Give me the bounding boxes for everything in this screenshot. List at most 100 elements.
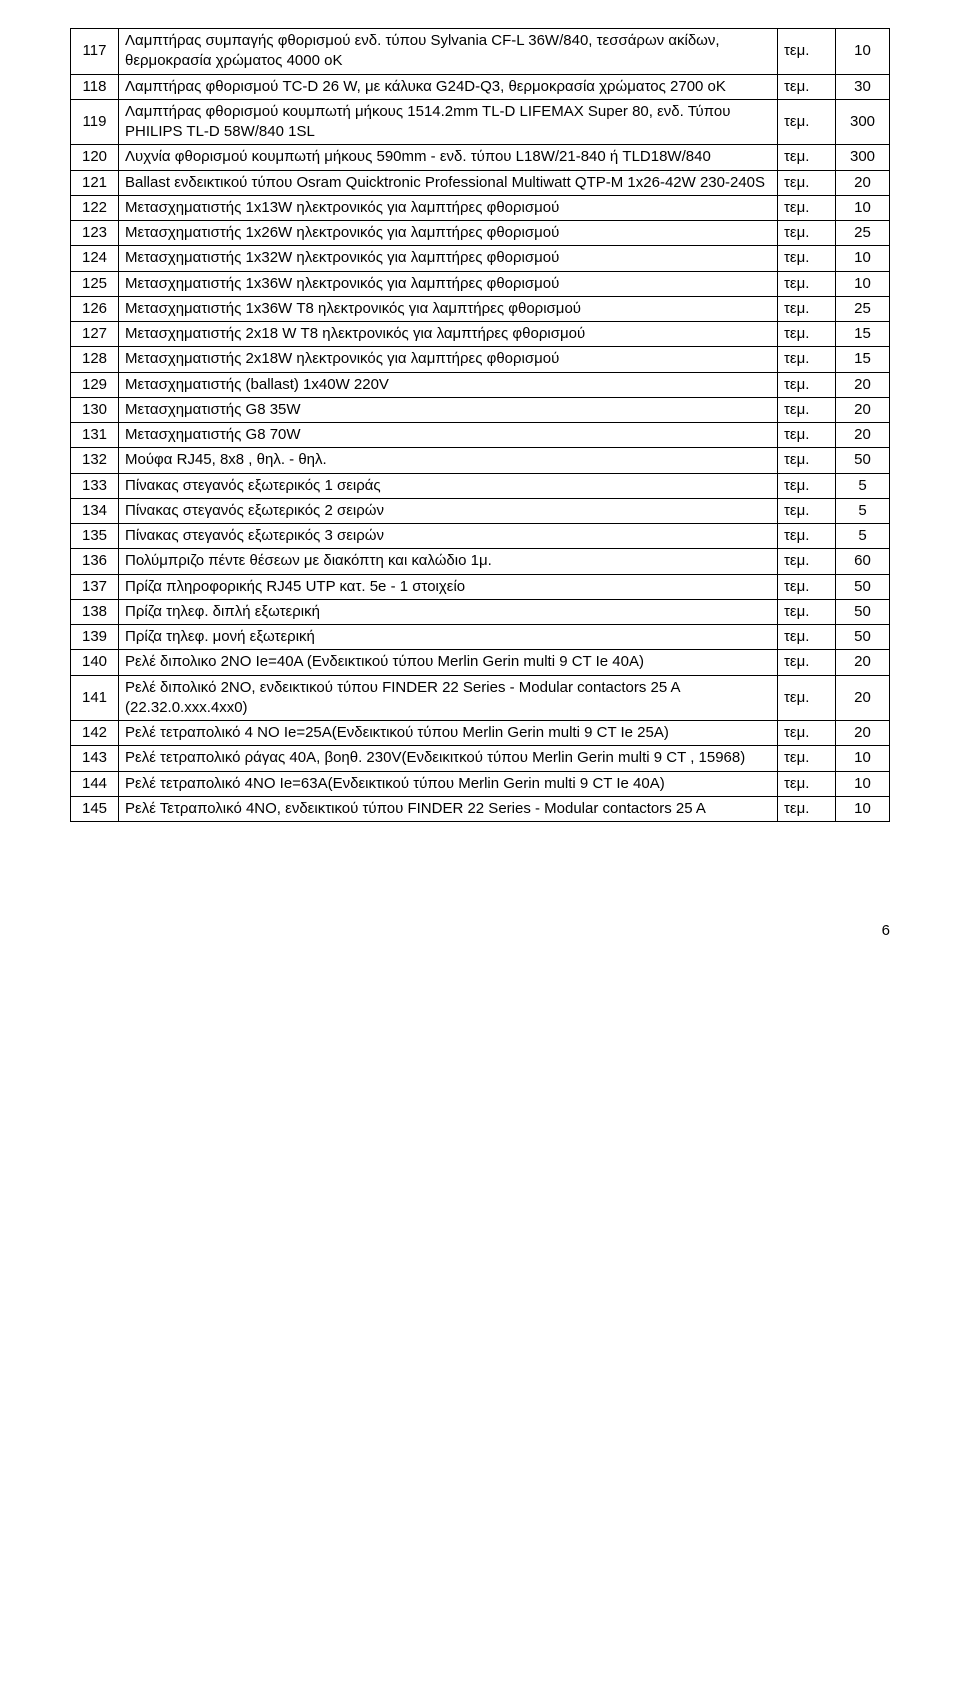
row-unit: τεμ. [778, 29, 836, 75]
row-number: 144 [71, 771, 119, 796]
row-description: Μετασχηματιστής G8 70W [119, 423, 778, 448]
row-qty: 20 [836, 372, 890, 397]
row-unit: τεμ. [778, 423, 836, 448]
table-row: 130Μετασχηματιστής G8 35Wτεμ.20 [71, 397, 890, 422]
row-number: 133 [71, 473, 119, 498]
row-description: Πολύμπριζο πέντε θέσεων με διακόπτη και … [119, 549, 778, 574]
row-unit: τεμ. [778, 771, 836, 796]
page-number: 6 [0, 882, 960, 969]
table-row: 125Μετασχηματιστής 1x36W ηλεκτρονικός γι… [71, 271, 890, 296]
table-row: 126Μετασχηματιστής 1x36W Τ8 ηλεκτρονικός… [71, 296, 890, 321]
row-number: 125 [71, 271, 119, 296]
row-number: 132 [71, 448, 119, 473]
row-description: Ρελέ τετραπολικό 4 NO Ie=25A(Ενδεικτικού… [119, 721, 778, 746]
row-qty: 20 [836, 397, 890, 422]
row-qty: 20 [836, 675, 890, 721]
row-qty: 50 [836, 574, 890, 599]
row-description: Πίνακας στεγανός εξωτερικός 2 σειρών [119, 498, 778, 523]
row-unit: τεμ. [778, 721, 836, 746]
row-unit: τεμ. [778, 524, 836, 549]
row-qty: 5 [836, 498, 890, 523]
row-description: Μετασχηματιστής 1x26W ηλεκτρονικός για λ… [119, 221, 778, 246]
table-row: 117Λαμπτήρας συμπαγής φθορισμού ενδ. τύπ… [71, 29, 890, 75]
row-description: Μετασχηματιστής 1x36W Τ8 ηλεκτρονικός γι… [119, 296, 778, 321]
row-description: Ballast ενδεικτικού τύπου Osram Quicktro… [119, 170, 778, 195]
row-qty: 50 [836, 448, 890, 473]
row-description: Πρίζα τηλεφ. μονή εξωτερική [119, 625, 778, 650]
table-row: 141Ρελέ διπολικό 2NO, ενδεικτικού τύπου … [71, 675, 890, 721]
row-description: Λυχνία φθορισμού κουμπωτή μήκους 590mm -… [119, 145, 778, 170]
row-unit: τεμ. [778, 498, 836, 523]
row-number: 141 [71, 675, 119, 721]
items-tbody: 117Λαμπτήρας συμπαγής φθορισμού ενδ. τύπ… [71, 29, 890, 822]
row-number: 136 [71, 549, 119, 574]
row-unit: τεμ. [778, 347, 836, 372]
row-number: 128 [71, 347, 119, 372]
row-number: 127 [71, 322, 119, 347]
table-row: 145Ρελέ Τετραπολικό 4ΝΟ, ενδεικτικού τύπ… [71, 796, 890, 821]
row-unit: τεμ. [778, 796, 836, 821]
table-row: 123Μετασχηματιστής 1x26W ηλεκτρονικός γι… [71, 221, 890, 246]
table-row: 137Πρίζα πληροφορικής RJ45 UTP κατ. 5e -… [71, 574, 890, 599]
row-description: Ρελέ διπολικό 2NO, ενδεικτικού τύπου FIN… [119, 675, 778, 721]
table-row: 129Μετασχηματιστής (ballast) 1x40W 220Vτ… [71, 372, 890, 397]
row-description: Μούφα RJ45, 8x8 , θηλ. - θηλ. [119, 448, 778, 473]
row-qty: 10 [836, 771, 890, 796]
table-row: 139Πρίζα τηλεφ. μονή εξωτερικήτεμ.50 [71, 625, 890, 650]
row-number: 120 [71, 145, 119, 170]
row-qty: 5 [836, 524, 890, 549]
table-row: 142Ρελέ τετραπολικό 4 NO Ie=25A(Ενδεικτι… [71, 721, 890, 746]
table-row: 133Πίνακας στεγανός εξωτερικός 1 σειράςτ… [71, 473, 890, 498]
row-number: 129 [71, 372, 119, 397]
row-qty: 25 [836, 221, 890, 246]
row-number: 123 [71, 221, 119, 246]
table-row: 143Ρελέ τετραπολικό ράγας 40Α, βοηθ. 230… [71, 746, 890, 771]
table-row: 119Λαμπτήρας φθορισμού κουμπωτή μήκους 1… [71, 99, 890, 145]
row-qty: 25 [836, 296, 890, 321]
row-unit: τεμ. [778, 99, 836, 145]
table-row: 127Μετασχηματιστής 2x18 W Τ8 ηλεκτρονικό… [71, 322, 890, 347]
row-number: 140 [71, 650, 119, 675]
row-description: Μετασχηματιστής 1x13W ηλεκτρονικός για λ… [119, 195, 778, 220]
row-number: 143 [71, 746, 119, 771]
row-number: 139 [71, 625, 119, 650]
row-qty: 20 [836, 650, 890, 675]
table-row: 144Ρελέ τετραπολικό 4NO Ie=63A(Ενδεικτικ… [71, 771, 890, 796]
row-qty: 60 [836, 549, 890, 574]
row-unit: τεμ. [778, 448, 836, 473]
row-unit: τεμ. [778, 170, 836, 195]
row-unit: τεμ. [778, 473, 836, 498]
row-number: 117 [71, 29, 119, 75]
row-description: Μετασχηματιστής 1x36W ηλεκτρονικός για λ… [119, 271, 778, 296]
row-number: 138 [71, 599, 119, 624]
row-unit: τεμ. [778, 574, 836, 599]
row-unit: τεμ. [778, 74, 836, 99]
row-unit: τεμ. [778, 322, 836, 347]
row-description: Ρελέ Τετραπολικό 4ΝΟ, ενδεικτικού τύπου … [119, 796, 778, 821]
table-row: 122Μετασχηματιστής 1x13W ηλεκτρονικός γι… [71, 195, 890, 220]
row-qty: 50 [836, 625, 890, 650]
row-qty: 20 [836, 423, 890, 448]
row-unit: τεμ. [778, 650, 836, 675]
row-number: 121 [71, 170, 119, 195]
row-qty: 5 [836, 473, 890, 498]
row-qty: 300 [836, 145, 890, 170]
row-unit: τεμ. [778, 221, 836, 246]
table-row: 140Ρελέ διπολικο 2NO Ie=40A (Ενδεικτικού… [71, 650, 890, 675]
table-row: 135Πίνακας στεγανός εξωτερικός 3 σειρώντ… [71, 524, 890, 549]
row-number: 124 [71, 246, 119, 271]
row-qty: 300 [836, 99, 890, 145]
row-unit: τεμ. [778, 296, 836, 321]
row-description: Λαμπτήρας φθορισμού TC-D 26 W, με κάλυκα… [119, 74, 778, 99]
row-unit: τεμ. [778, 372, 836, 397]
row-number: 135 [71, 524, 119, 549]
row-description: Ρελέ διπολικο 2NO Ie=40A (Ενδεικτικού τύ… [119, 650, 778, 675]
items-table: 117Λαμπτήρας συμπαγής φθορισμού ενδ. τύπ… [70, 28, 890, 822]
row-description: Πρίζα τηλεφ. διπλή εξωτερική [119, 599, 778, 624]
table-row: 120Λυχνία φθορισμού κουμπωτή μήκους 590m… [71, 145, 890, 170]
row-unit: τεμ. [778, 145, 836, 170]
row-number: 137 [71, 574, 119, 599]
row-description: Μετασχηματιστής G8 35W [119, 397, 778, 422]
row-unit: τεμ. [778, 271, 836, 296]
table-row: 121Ballast ενδεικτικού τύπου Osram Quick… [71, 170, 890, 195]
